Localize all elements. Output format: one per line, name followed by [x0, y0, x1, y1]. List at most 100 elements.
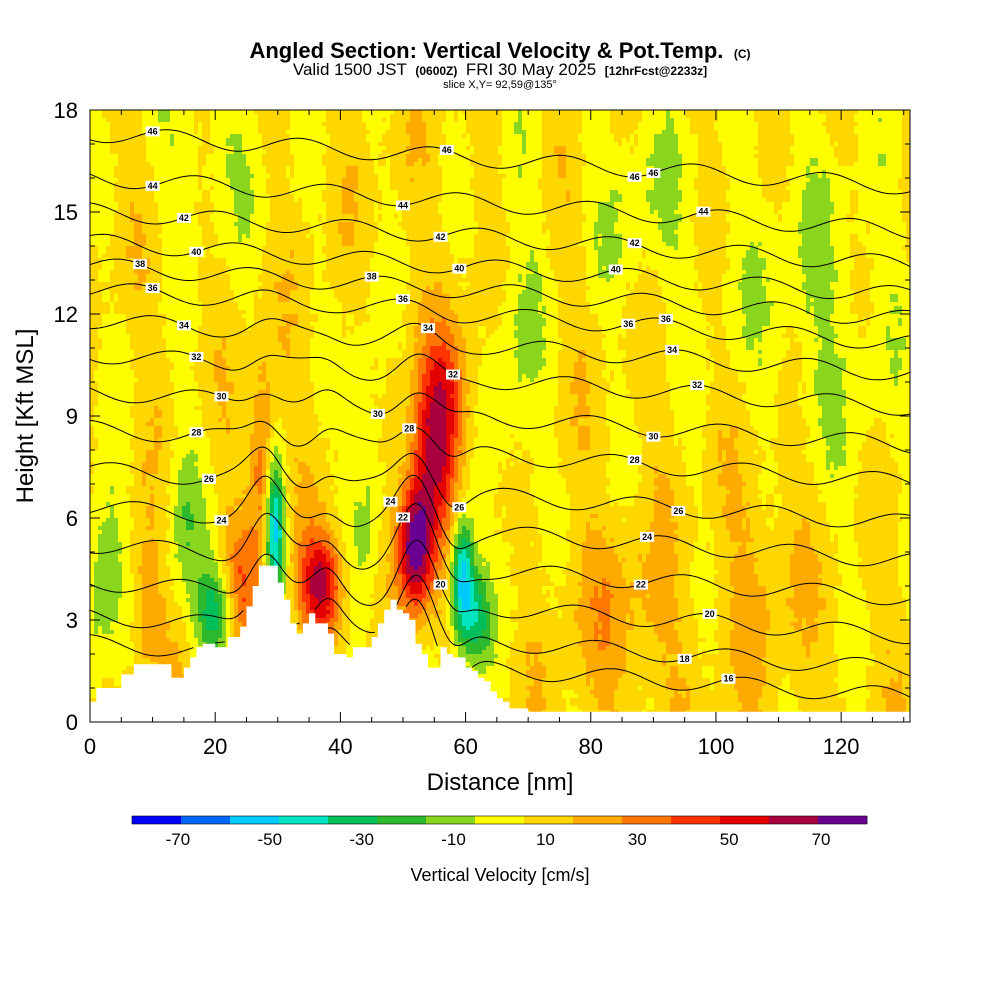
velocity-cell — [170, 378, 175, 383]
velocity-cell — [186, 498, 191, 503]
velocity-cell — [118, 526, 123, 531]
velocity-cell — [166, 554, 171, 559]
velocity-cell — [186, 338, 191, 343]
velocity-cell — [178, 174, 183, 179]
velocity-cell — [174, 310, 179, 315]
velocity-cell — [106, 458, 111, 463]
velocity-cell — [154, 178, 159, 183]
velocity-cell — [178, 230, 183, 235]
velocity-cell — [154, 550, 159, 555]
velocity-cell — [146, 434, 151, 439]
velocity-cell — [134, 598, 139, 603]
velocity-cell — [194, 642, 199, 647]
velocity-cell — [98, 294, 103, 299]
velocity-cell — [114, 530, 119, 535]
velocity-cell — [190, 306, 195, 311]
velocity-cell — [130, 574, 135, 579]
velocity-cell — [214, 170, 219, 175]
velocity-cell — [90, 678, 95, 683]
velocity-cell — [130, 334, 135, 339]
velocity-cell — [158, 570, 163, 575]
velocity-cell — [98, 398, 103, 403]
velocity-cell — [170, 230, 175, 235]
velocity-cell — [114, 526, 119, 531]
velocity-cell — [198, 550, 203, 555]
velocity-cell — [98, 642, 103, 647]
velocity-cell — [206, 426, 211, 431]
velocity-cell — [174, 146, 179, 151]
velocity-cell — [98, 322, 103, 327]
velocity-cell — [118, 170, 123, 175]
velocity-cell — [110, 130, 115, 135]
velocity-cell — [178, 634, 183, 639]
velocity-cell — [98, 606, 103, 611]
velocity-cell — [206, 346, 211, 351]
velocity-cell — [98, 282, 103, 287]
velocity-cell — [126, 578, 131, 583]
velocity-cell — [178, 370, 183, 375]
velocity-cell — [158, 322, 163, 327]
velocity-cell — [206, 162, 211, 167]
velocity-cell — [210, 258, 215, 263]
velocity-cell — [122, 394, 127, 399]
velocity-cell — [166, 602, 171, 607]
velocity-cell — [166, 214, 171, 219]
velocity-cell — [206, 242, 211, 247]
velocity-cell — [218, 366, 223, 371]
velocity-cell — [202, 586, 207, 591]
velocity-cell — [130, 246, 135, 251]
velocity-cell — [158, 426, 163, 431]
velocity-cell — [202, 294, 207, 299]
velocity-cell — [218, 294, 223, 299]
velocity-cell — [106, 354, 111, 359]
velocity-cell — [106, 666, 111, 671]
velocity-cell — [114, 250, 119, 255]
velocity-cell — [110, 578, 115, 583]
velocity-cell — [178, 474, 183, 479]
velocity-cell — [198, 142, 203, 147]
velocity-cell — [146, 238, 151, 243]
velocity-cell — [214, 414, 219, 419]
velocity-cell — [194, 466, 199, 471]
velocity-cell — [166, 490, 171, 495]
velocity-cell — [182, 138, 187, 143]
velocity-cell — [94, 510, 99, 515]
velocity-cell — [118, 182, 123, 187]
velocity-cell — [190, 202, 195, 207]
velocity-cell — [198, 146, 203, 151]
velocity-cell — [106, 158, 111, 163]
velocity-cell — [162, 146, 167, 151]
velocity-cell — [142, 278, 147, 283]
velocity-cell — [98, 422, 103, 427]
velocity-cell — [166, 546, 171, 551]
velocity-cell — [90, 594, 95, 599]
velocity-cell — [150, 122, 155, 127]
velocity-cell — [118, 374, 123, 379]
velocity-cell — [110, 682, 115, 687]
velocity-cell — [94, 126, 99, 131]
velocity-cell — [94, 270, 99, 275]
velocity-cell — [174, 490, 179, 495]
velocity-cell — [206, 546, 211, 551]
velocity-cell — [154, 378, 159, 383]
velocity-cell — [182, 382, 187, 387]
velocity-cell — [142, 382, 147, 387]
velocity-cell — [182, 290, 187, 295]
velocity-cell — [154, 394, 159, 399]
velocity-cell — [118, 350, 123, 355]
velocity-cell — [218, 282, 223, 287]
velocity-cell — [94, 454, 99, 459]
velocity-cell — [118, 234, 123, 239]
velocity-cell — [130, 518, 135, 523]
velocity-cell — [154, 138, 159, 143]
velocity-cell — [174, 178, 179, 183]
velocity-cell — [102, 530, 107, 535]
velocity-cell — [182, 658, 187, 663]
velocity-cell — [126, 482, 131, 487]
velocity-cell — [102, 330, 107, 335]
velocity-cell — [138, 278, 143, 283]
velocity-cell — [202, 182, 207, 187]
velocity-cell — [142, 418, 147, 423]
velocity-cell — [150, 422, 155, 427]
velocity-cell — [154, 558, 159, 563]
